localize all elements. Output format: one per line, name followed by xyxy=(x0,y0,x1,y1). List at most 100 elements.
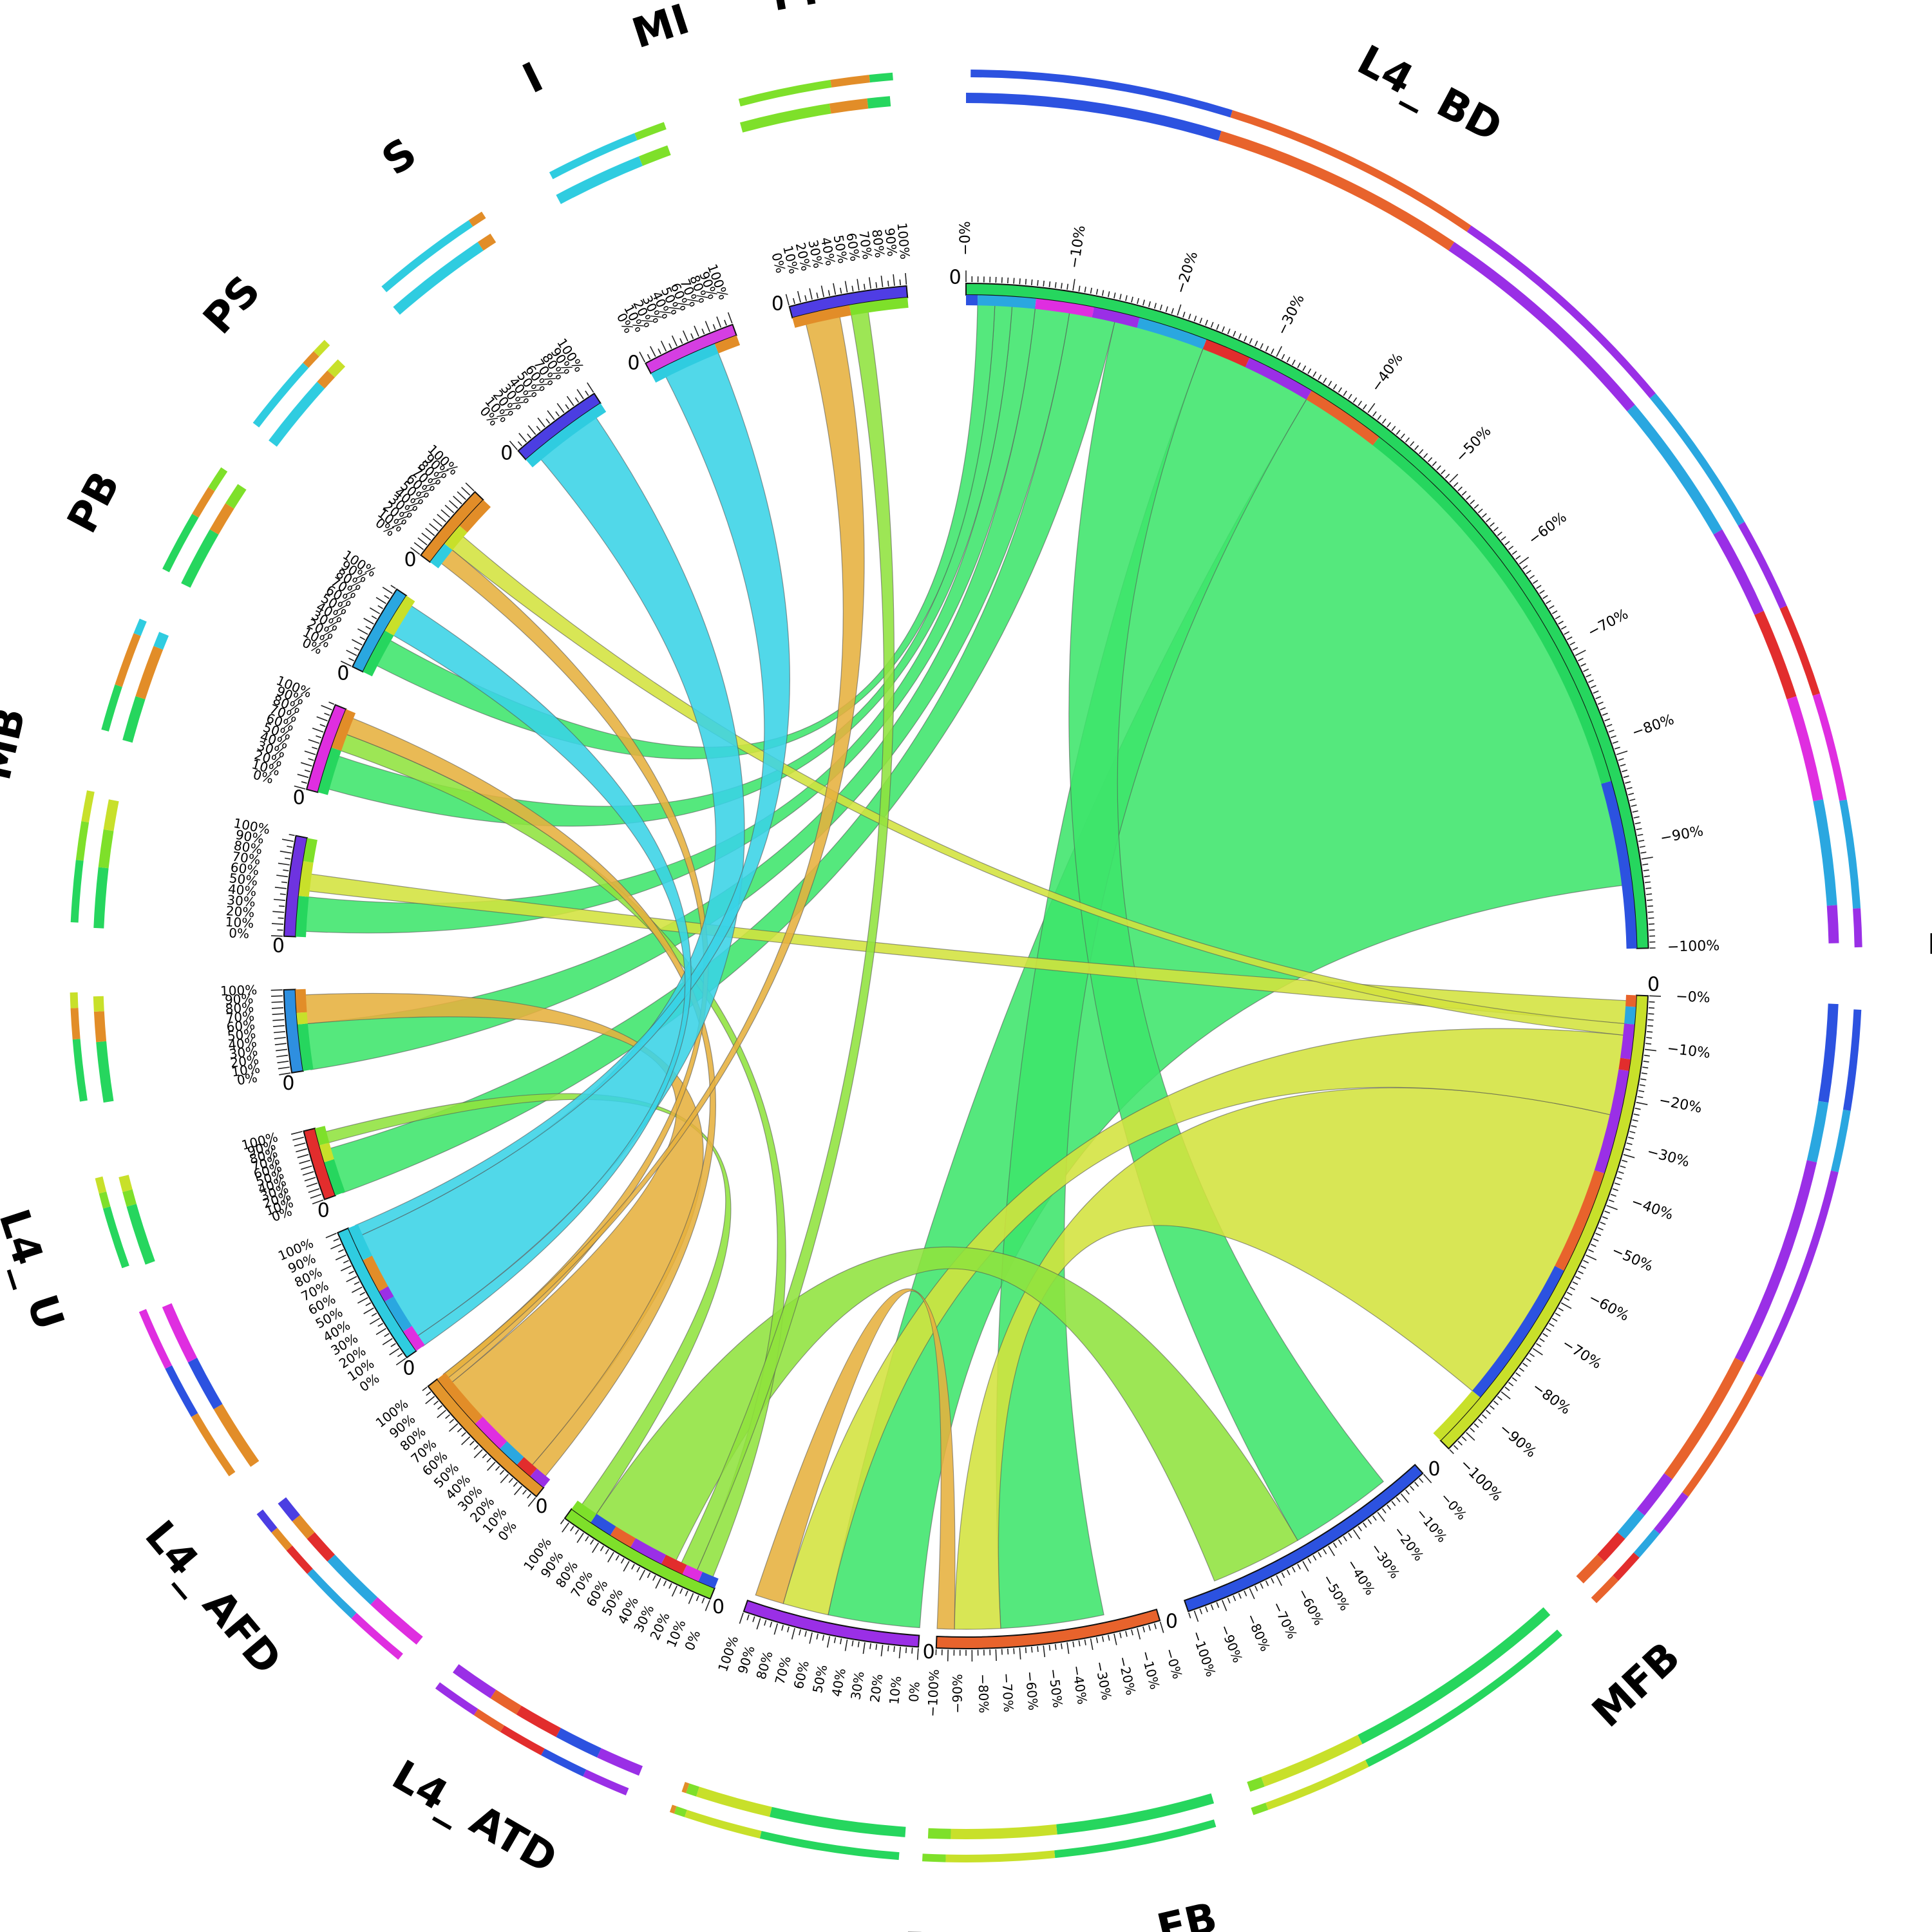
tick-mark xyxy=(1048,281,1051,287)
tick-mark xyxy=(1396,430,1401,435)
tick-mark xyxy=(636,1566,641,1573)
tick-mark xyxy=(1119,1632,1122,1638)
sector-band-l4_atd-6 xyxy=(571,1501,597,1522)
tick-mark xyxy=(1501,1391,1511,1399)
tick-mark xyxy=(1504,1387,1510,1392)
tick-mark xyxy=(1095,289,1099,295)
outer-ring-outer-i-0 xyxy=(252,363,309,428)
outer-ring-outer-mi-0 xyxy=(381,220,473,292)
tick-percent-label: −60% xyxy=(1586,1290,1631,1325)
outer-ring-inner-b-1 xyxy=(122,1189,137,1207)
tick-mark xyxy=(1636,828,1642,831)
tick-mark xyxy=(473,1444,479,1450)
outer-ring-inner-b-2 xyxy=(118,1175,133,1192)
tick-mark xyxy=(1436,465,1441,471)
tick-mark xyxy=(1501,536,1506,541)
tick-mark xyxy=(369,1318,381,1325)
outer-ring-inner-l4_atd-3 xyxy=(490,1689,522,1715)
outer-ring-inner-l4_ata-6 xyxy=(1597,1532,1625,1562)
outer-ring-outer-fb-2 xyxy=(922,1853,946,1862)
tick-mark xyxy=(770,1622,773,1628)
tick-percent-label: 50% xyxy=(810,1663,830,1694)
tick-mark xyxy=(1631,804,1637,807)
tick-mark xyxy=(440,509,451,518)
tick-zero-label: 0 xyxy=(293,786,305,809)
tick-mark xyxy=(1643,869,1649,871)
tick-mark xyxy=(465,482,475,491)
tick-mark xyxy=(570,1526,574,1531)
tick-mark xyxy=(1090,1638,1094,1651)
outer-ring-inner-fb-1 xyxy=(951,1824,1057,1840)
tick-mark xyxy=(1539,590,1545,594)
tick-mark xyxy=(605,1549,609,1555)
tick-mark xyxy=(527,425,536,435)
outer-ring-inner-mfb-1 xyxy=(1261,1734,1363,1787)
tick-mark xyxy=(274,1037,286,1039)
sector-band-ps-1 xyxy=(331,709,356,751)
tick-mark xyxy=(1188,1612,1191,1618)
tick-mark xyxy=(273,1025,285,1027)
outer-ring-inner-l4_u-1 xyxy=(187,1358,223,1410)
tick-mark xyxy=(365,625,372,630)
tick-mark xyxy=(631,1564,635,1570)
tick-mark xyxy=(1381,1508,1387,1514)
tick-mark xyxy=(701,1597,705,1604)
tick-mark xyxy=(587,382,594,393)
tick-mark xyxy=(1569,641,1575,646)
tick-mark xyxy=(1302,1560,1309,1572)
tick-mark xyxy=(500,1473,509,1484)
tick-mark xyxy=(1332,384,1338,390)
tick-mark xyxy=(809,1632,813,1644)
tick-mark xyxy=(1546,600,1551,604)
tick-percent-label: −0% xyxy=(958,221,974,255)
tick-mark xyxy=(1646,893,1653,895)
outer-ring-inner-ps-1 xyxy=(135,646,164,699)
sector-band-pb-2 xyxy=(303,838,317,863)
tick-mark xyxy=(299,1159,310,1164)
tick-mark xyxy=(1645,881,1651,884)
tick-mark xyxy=(1410,441,1415,446)
sector-band-i-2 xyxy=(459,500,491,533)
tick-mark xyxy=(363,1307,374,1314)
outer-ring-outer-l4_ata-4 xyxy=(1653,1492,1689,1534)
tick-mark xyxy=(1037,279,1039,286)
outer-ring-outer-l4_bd-7 xyxy=(1839,799,1861,909)
outer-ring-inner-l4_bd-6 xyxy=(1786,696,1824,802)
outer-ring-inner-l4_afd-2 xyxy=(307,1532,335,1562)
tick-mark xyxy=(1640,851,1647,854)
outer-ring-inner-l4_afd-4 xyxy=(278,1497,300,1522)
tick-mark xyxy=(279,893,286,895)
tick-mark xyxy=(1328,1546,1335,1557)
tick-mark xyxy=(1623,775,1629,779)
tick-percent-label: −40% xyxy=(1368,350,1406,395)
tick-mark xyxy=(869,1643,871,1649)
tick-mark xyxy=(545,418,551,424)
tick-mark xyxy=(1631,1125,1637,1128)
tick-mark xyxy=(1372,1515,1377,1521)
tick-mark xyxy=(1348,1532,1352,1539)
outer-ring-inner-l4_ata-2 xyxy=(1734,1160,1817,1363)
tick-mark xyxy=(880,276,884,287)
sector-band-l4_atd-5 xyxy=(591,1513,616,1535)
tick-mark xyxy=(1600,1222,1606,1225)
tick-mark xyxy=(1536,585,1542,589)
tick-mark xyxy=(1526,570,1531,574)
tick-mark xyxy=(1312,1555,1317,1561)
tick-mark xyxy=(1618,1171,1624,1174)
tick-mark xyxy=(281,838,294,842)
tick-mark xyxy=(688,1593,694,1604)
tick-mark xyxy=(296,1148,307,1153)
tick-mark xyxy=(1066,283,1069,290)
tick-mark xyxy=(1358,1526,1362,1531)
tick-percent-label: 0% xyxy=(229,925,250,942)
outer-ring-outer-l4_afd-3 xyxy=(271,1528,292,1551)
tick-mark xyxy=(1473,1423,1479,1428)
tick-mark xyxy=(1489,1405,1495,1410)
tick-zero-label: 0 xyxy=(772,292,784,315)
tick-mark xyxy=(1622,770,1628,773)
sector-band-s-1 xyxy=(384,595,415,636)
tick-zero-label: 0 xyxy=(1166,1611,1178,1633)
tick-mark xyxy=(1255,1586,1258,1592)
sector-band-i-0 xyxy=(430,544,453,569)
